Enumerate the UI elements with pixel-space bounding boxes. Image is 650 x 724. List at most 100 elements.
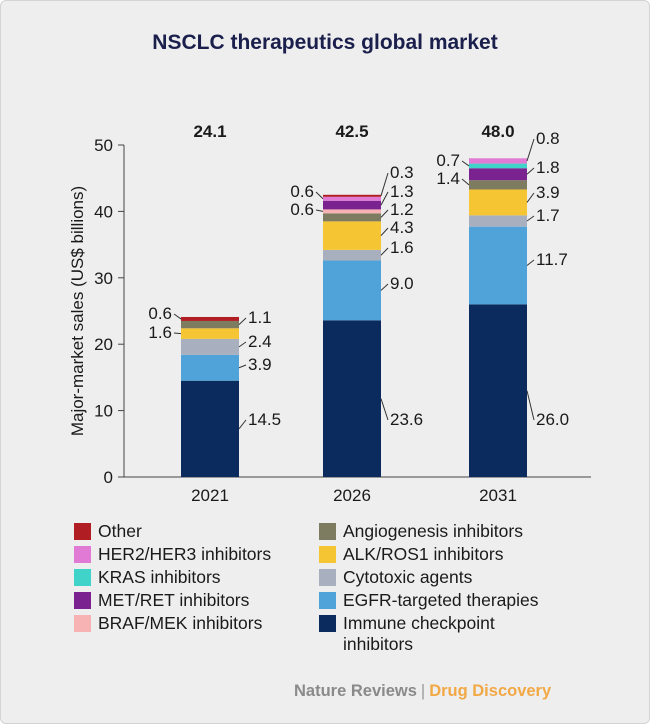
legend-swatch: [319, 615, 336, 632]
leader-line: [380, 209, 389, 218]
data-label: 1.4: [436, 169, 460, 188]
data-label: 0.3: [390, 163, 414, 182]
bar-segment: [469, 189, 527, 216]
bar-segment: [181, 316, 239, 321]
bar-segment: [469, 304, 527, 477]
leader-line: [461, 160, 470, 167]
leader-line: [238, 419, 247, 430]
x-tick-label: 2031: [479, 486, 517, 505]
total-label: 42.5: [335, 122, 368, 141]
stacked-bar-chart: 0 10 20 30 40 50 Major-market sales (US$ billi…: [68, 122, 591, 505]
x-tick-label: 2026: [333, 486, 371, 505]
legend-item: ALK/ROS1 inhibitors: [319, 544, 504, 566]
leader-line: [238, 364, 247, 369]
legend-item: MET/RET inhibitors: [74, 590, 249, 612]
y-tick-label: 30: [94, 269, 113, 288]
leader-line: [173, 313, 182, 320]
bar-segment: [469, 168, 527, 181]
data-label: 1.2: [390, 200, 414, 219]
bar-segment: [323, 249, 381, 261]
legend-label: Angiogenesis inhibitors: [343, 521, 523, 541]
bar-segment: [323, 320, 381, 477]
bar-segment: [469, 180, 527, 190]
legend-swatch: [74, 546, 91, 563]
leader-line: [380, 283, 389, 291]
bar-segment: [323, 194, 381, 197]
legend-swatch: [319, 546, 336, 563]
y-tick-label: 20: [94, 335, 113, 354]
footer-credit: Nature Reviews | Drug Discovery: [294, 682, 551, 701]
bar-segment: [323, 209, 381, 214]
leader-line: [461, 178, 470, 186]
bar-segment: [323, 260, 381, 321]
x-tick-label: 2021: [191, 486, 229, 505]
legend-item: Other: [74, 521, 142, 543]
leader-line: [526, 167, 535, 175]
legend-item: HER2/HER3 inhibitors: [74, 544, 271, 566]
leader-line: [238, 341, 247, 348]
legend-swatch: [74, 592, 91, 609]
data-label: 1.1: [248, 308, 272, 327]
data-label: 2.4: [248, 332, 272, 351]
data-label: 1.8: [536, 158, 560, 177]
y-tick-label: 10: [94, 402, 113, 421]
y-tick-label: 50: [94, 136, 113, 155]
legend-label: Cytotoxic agents: [343, 567, 473, 587]
leader-line: [380, 191, 389, 206]
data-label: 1.6: [390, 238, 414, 257]
data-label: 0.6: [290, 182, 314, 201]
legend-item: Angiogenesis inhibitors: [319, 521, 523, 543]
data-label: 1.7: [536, 206, 560, 225]
leader-line: [315, 191, 324, 200]
data-label: 11.7: [536, 250, 568, 269]
legend-label: ALK/ROS1 inhibitors: [343, 544, 504, 564]
leader-line: [238, 317, 247, 325]
legend-label: MET/RET inhibitors: [98, 590, 250, 610]
bar-segment: [181, 338, 239, 355]
legend-swatch: [74, 569, 91, 586]
legend-swatch: [319, 523, 336, 540]
leader-line: [526, 259, 535, 266]
leader-line: [526, 215, 535, 222]
legend-label: Other: [98, 521, 142, 541]
legend-item: KRAS inhibitors: [74, 567, 221, 589]
bar-segment: [181, 354, 239, 381]
leader-line: [380, 247, 389, 256]
bar-segment: [469, 158, 527, 164]
legend-swatch: [319, 569, 336, 586]
bar-segment: [469, 163, 527, 169]
data-label: 9.0: [390, 274, 414, 293]
data-label: 14.5: [248, 410, 281, 429]
bar-segment: [323, 200, 381, 210]
data-label: 4.3: [390, 218, 414, 237]
legend-label: KRAS inhibitors: [98, 567, 221, 587]
legend-item: BRAF/MEK inhibitors: [74, 613, 262, 635]
legend-label: HER2/HER3 inhibitors: [98, 544, 272, 564]
legend-label: Immune checkpoint inhibitors: [343, 613, 495, 654]
leader-line: [526, 390, 535, 421]
data-label: 1.6: [148, 323, 172, 342]
data-label: 0.8: [536, 129, 560, 148]
total-label: 24.1: [193, 122, 226, 141]
data-label: 26.0: [536, 410, 569, 429]
leader-line: [526, 192, 535, 203]
bar-segment: [181, 320, 239, 329]
bar-segment: [469, 215, 527, 227]
bar-segment: [323, 213, 381, 222]
legend-label: EGFR-targeted therapies: [343, 590, 539, 610]
legend-swatch: [74, 523, 91, 540]
data-label: 3.9: [248, 355, 272, 374]
chart-title: NSCLC therapeutics global market: [152, 31, 498, 54]
leader-line: [526, 138, 535, 162]
data-label: 0.7: [436, 151, 460, 170]
y-axis-label: Major-market sales (US$ billions): [68, 186, 87, 436]
footer-separator: |: [420, 682, 426, 700]
data-label: 1.3: [390, 182, 414, 201]
bar-segment: [323, 196, 381, 201]
legend-swatch: [319, 592, 336, 609]
footer-journal: Drug Discovery: [429, 682, 552, 700]
legend-item: Cytotoxic agents: [319, 567, 472, 589]
total-label: 48.0: [481, 122, 514, 141]
leader-line: [380, 398, 389, 421]
